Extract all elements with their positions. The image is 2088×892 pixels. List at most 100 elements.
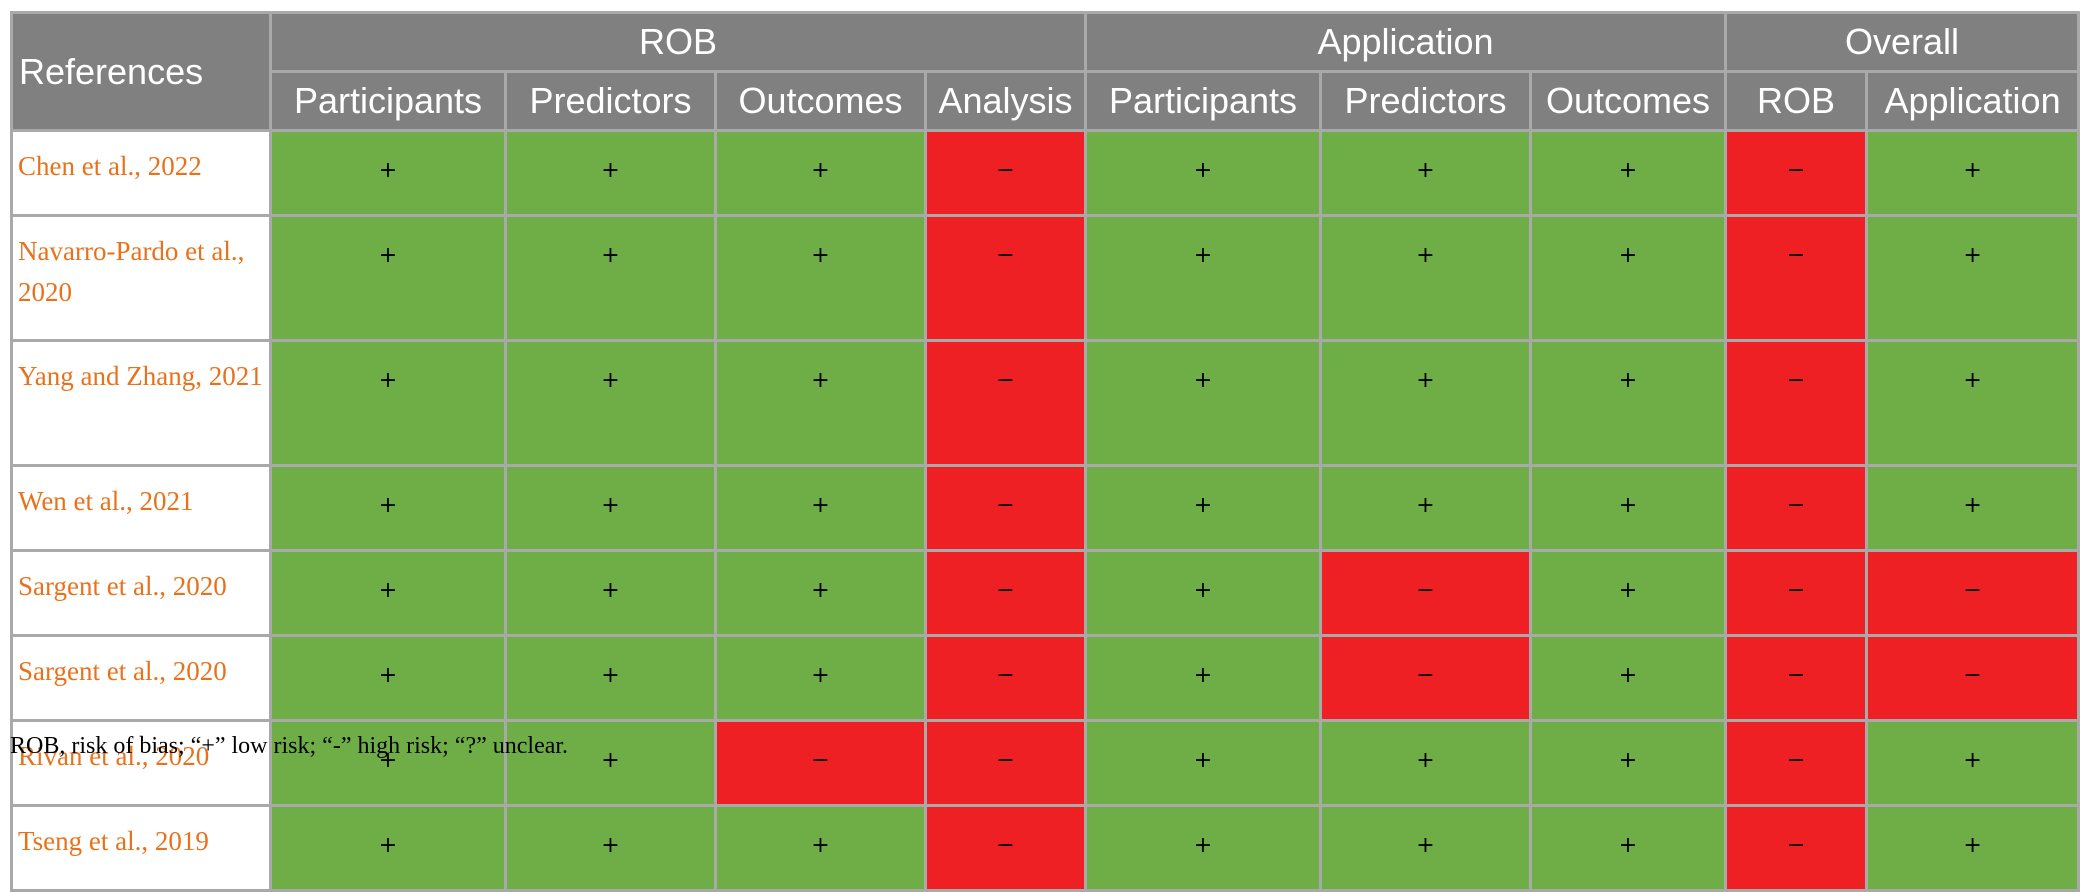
risk-cell: + — [1529, 634, 1728, 722]
table-body: Chen et al., 2022 + + + − + + + − + Navarro-Pardo … — [10, 129, 2081, 892]
references-header: References — [10, 11, 272, 132]
reference-link[interactable]: Wen et al., 2021 — [10, 464, 272, 552]
table-row: Sargent et al., 2020 + + + − + − + − − — [10, 549, 2081, 637]
reference-link[interactable]: Yang and Zhang, 2021 — [10, 339, 272, 467]
risk-cell: + — [1319, 214, 1533, 342]
risk-cell: + — [504, 214, 717, 342]
risk-cell: − — [1724, 719, 1869, 807]
risk-cell: − — [923, 339, 1088, 467]
risk-cell: − — [923, 214, 1088, 342]
column-header: Application — [1865, 70, 2081, 132]
risk-cell: + — [1529, 129, 1728, 217]
risk-cell: + — [1529, 339, 1728, 467]
reference-link[interactable]: Navarro-Pardo et al., 2020 — [10, 214, 272, 342]
risk-cell: + — [714, 214, 927, 342]
risk-cell: + — [1529, 719, 1728, 807]
risk-cell: + — [1865, 339, 2081, 467]
risk-cell: + — [1084, 464, 1323, 552]
risk-cell: + — [1529, 214, 1728, 342]
risk-cell: − — [1724, 129, 1869, 217]
risk-cell: − — [1724, 549, 1869, 637]
risk-cell: + — [269, 129, 507, 217]
risk-cell: + — [1084, 214, 1323, 342]
risk-cell: + — [504, 339, 717, 467]
risk-cell: + — [504, 129, 717, 217]
risk-cell: − — [1865, 549, 2081, 637]
application-group-header: Application — [1084, 11, 1728, 73]
column-header: Participants — [269, 70, 507, 132]
reference-link[interactable]: Sargent et al., 2020 — [10, 634, 272, 722]
risk-cell: − — [1724, 339, 1869, 467]
risk-cell: + — [269, 464, 507, 552]
risk-cell: + — [714, 464, 927, 552]
risk-cell: + — [1865, 719, 2081, 807]
risk-cell: + — [1319, 464, 1533, 552]
table-row: Yang and Zhang, 2021 + + + − + + + − + — [10, 339, 2081, 467]
column-header: ROB — [1724, 70, 1869, 132]
risk-cell: − — [923, 804, 1088, 892]
risk-cell: + — [1529, 549, 1728, 637]
risk-cell: − — [1724, 804, 1869, 892]
risk-cell: + — [1084, 804, 1323, 892]
risk-cell: − — [714, 719, 927, 807]
risk-cell: + — [504, 549, 717, 637]
risk-cell: + — [1084, 719, 1323, 807]
reference-link[interactable]: Tseng et al., 2019 — [10, 804, 272, 892]
risk-cell: + — [269, 339, 507, 467]
overall-group-header: Overall — [1724, 11, 2081, 73]
risk-cell: − — [923, 129, 1088, 217]
table-footnote: ROB, risk of bias; “+” low risk; “-” hig… — [10, 733, 569, 759]
column-header: Participants — [1084, 70, 1323, 132]
risk-cell: + — [1529, 804, 1728, 892]
column-header: Analysis — [923, 70, 1088, 132]
reference-link[interactable]: Chen et al., 2022 — [10, 129, 272, 217]
risk-cell: + — [1319, 804, 1533, 892]
column-header: Outcomes — [714, 70, 927, 132]
risk-cell: + — [269, 634, 507, 722]
risk-cell: + — [1865, 214, 2081, 342]
risk-cell: + — [714, 634, 927, 722]
risk-cell: − — [923, 549, 1088, 637]
table-row: Tseng et al., 2019 + + + − + + + − + — [10, 804, 2081, 892]
risk-cell: − — [1724, 634, 1869, 722]
risk-cell: + — [1084, 634, 1323, 722]
risk-cell: + — [269, 804, 507, 892]
reference-link[interactable]: Sargent et al., 2020 — [10, 549, 272, 637]
risk-cell: − — [923, 634, 1088, 722]
risk-cell: + — [1084, 549, 1323, 637]
risk-cell: + — [269, 214, 507, 342]
risk-cell: + — [1865, 804, 2081, 892]
risk-cell: − — [1724, 214, 1869, 342]
risk-cell: + — [1319, 339, 1533, 467]
table-row: Navarro-Pardo et al., 2020 + + + − + + + − + — [10, 214, 2081, 342]
risk-cell: + — [269, 549, 507, 637]
risk-cell: + — [714, 549, 927, 637]
risk-cell: + — [714, 339, 927, 467]
risk-of-bias-table: References ROB Application Overall Parti… — [10, 11, 2081, 892]
table-header: References ROB Application Overall Parti… — [10, 11, 2081, 132]
column-header: Predictors — [1319, 70, 1533, 132]
risk-cell: + — [714, 129, 927, 217]
risk-cell: + — [1319, 719, 1533, 807]
column-header: Predictors — [504, 70, 717, 132]
risk-cell: + — [1529, 464, 1728, 552]
risk-cell: + — [1865, 129, 2081, 217]
risk-cell: − — [1319, 549, 1533, 637]
risk-cell: − — [1724, 464, 1869, 552]
rob-group-header: ROB — [268, 11, 1088, 73]
column-header: Outcomes — [1529, 70, 1728, 132]
table-row: Sargent et al., 2020 + + + − + − + − − — [10, 634, 2081, 722]
risk-cell: + — [504, 464, 717, 552]
risk-cell: − — [923, 719, 1088, 807]
risk-cell: + — [1319, 129, 1533, 217]
header-group-row: References ROB Application Overall — [10, 11, 2081, 132]
risk-cell: + — [504, 804, 717, 892]
table-row: Chen et al., 2022 + + + − + + + − + — [10, 129, 2081, 217]
risk-cell: + — [1865, 464, 2081, 552]
header-subcolumn-row: Participants Predictors Outcomes Analysi… — [12, 70, 2081, 132]
risk-cell: + — [714, 804, 927, 892]
risk-cell: + — [1084, 339, 1323, 467]
risk-cell: + — [504, 634, 717, 722]
table-row: Wen et al., 2021 + + + − + + + − + — [10, 464, 2081, 552]
risk-cell: − — [1319, 634, 1533, 722]
